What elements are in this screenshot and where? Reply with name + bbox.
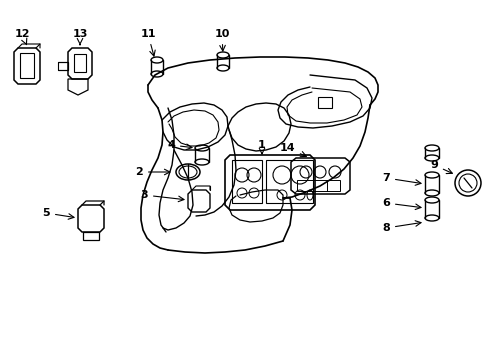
Text: 7: 7 bbox=[382, 173, 420, 185]
Text: 5: 5 bbox=[42, 208, 74, 219]
Text: 12: 12 bbox=[14, 29, 30, 45]
Text: 11: 11 bbox=[140, 29, 156, 56]
Text: 10: 10 bbox=[214, 29, 229, 51]
Text: 2: 2 bbox=[135, 167, 170, 177]
Text: 3: 3 bbox=[140, 190, 183, 202]
Text: 14: 14 bbox=[279, 143, 305, 157]
Text: 6: 6 bbox=[381, 198, 420, 210]
Text: 4: 4 bbox=[167, 140, 192, 150]
Text: 8: 8 bbox=[382, 221, 420, 233]
Text: 1: 1 bbox=[258, 140, 265, 154]
Text: 9: 9 bbox=[429, 160, 451, 174]
Text: 13: 13 bbox=[72, 29, 87, 45]
